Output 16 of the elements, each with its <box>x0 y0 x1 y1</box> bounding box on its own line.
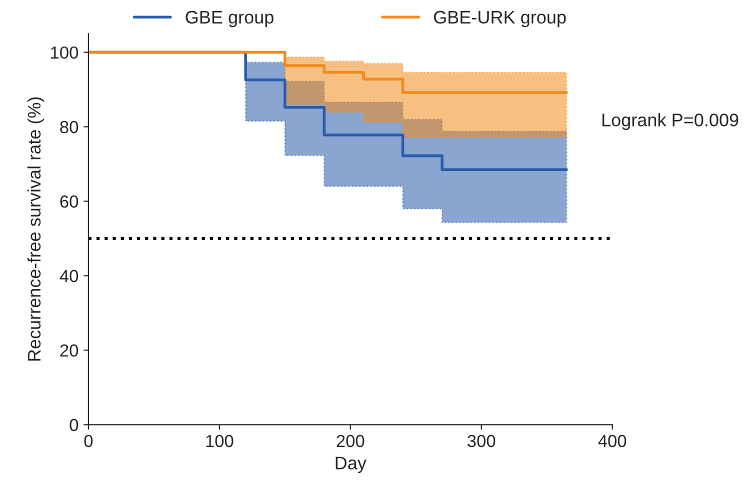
x-tick-label: 400 <box>598 434 626 448</box>
y-axis-title: Recurrence-free survival rate (%) <box>27 97 44 361</box>
y-tick-label: 60 <box>60 195 78 208</box>
y-tick-label: 80 <box>60 120 78 134</box>
legend-label: GBE-URK group <box>434 10 566 28</box>
legend-label: GBE group <box>186 10 274 28</box>
y-tick-label: 40 <box>60 270 78 282</box>
x-tick-label: 0 <box>84 434 93 448</box>
x-tick-label: 200 <box>336 434 364 448</box>
y-tick-label: 20 <box>60 344 78 357</box>
y-tick-label: 100 <box>51 46 78 59</box>
x-tick-label: 100 <box>206 434 234 448</box>
y-tick-label: 0 <box>70 418 78 432</box>
x-tick-label: 300 <box>468 434 496 448</box>
x-axis-title: Day <box>336 456 366 474</box>
annotation: Logrank P=0.009 <box>602 113 738 130</box>
